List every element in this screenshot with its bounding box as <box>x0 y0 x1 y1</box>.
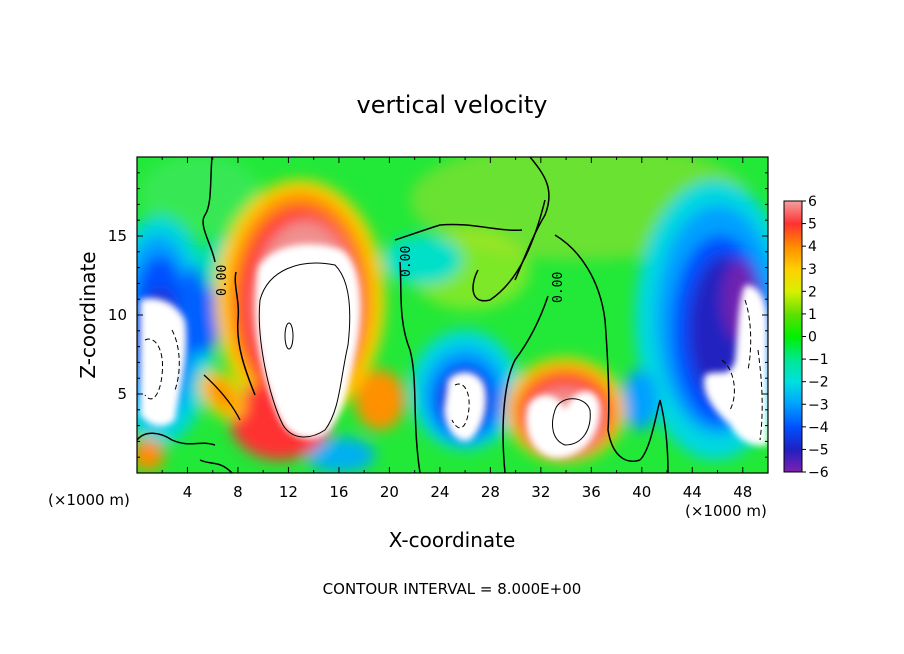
x-tick-label: 8 <box>233 483 243 501</box>
y-tick-label: 15 <box>108 227 127 245</box>
x-tick-label: 16 <box>329 483 348 501</box>
y-axis-title: Z-coordinate <box>76 251 100 378</box>
colorbar: 6 5 4 3 2 1 0 −1 −2 −3 −4 −5 −6 <box>783 194 829 481</box>
colorbar-segment <box>784 381 802 405</box>
y-tick-label: 10 <box>108 306 127 324</box>
colorbar-segment <box>784 359 802 383</box>
x-tick-label: 4 <box>183 483 193 501</box>
x-tick-label: 20 <box>380 483 399 501</box>
colorbar-segment <box>784 449 802 473</box>
x-unit-left: (×1000 m) <box>48 491 130 509</box>
contour-label: 0.00 <box>551 272 566 303</box>
x-tick-label: 36 <box>582 483 601 501</box>
x-unit-right: (×1000 m) <box>685 502 767 520</box>
y-axis: 5 10 15 <box>108 172 768 458</box>
colorbar-label: −2 <box>808 375 829 391</box>
colorbar-label: 4 <box>808 239 817 255</box>
colorbar-label: −1 <box>808 352 829 368</box>
y-tick-label: 5 <box>117 385 127 403</box>
x-tick-label: 48 <box>733 483 752 501</box>
x-tick-label: 44 <box>683 483 702 501</box>
colorbar-label: 0 <box>808 330 817 346</box>
colorbar-label: −4 <box>808 420 829 436</box>
colorbar-label: 6 <box>808 194 817 210</box>
colorbar-label: 1 <box>808 307 817 323</box>
colorbar-segment <box>784 336 802 360</box>
x-tick-label: 12 <box>279 483 298 501</box>
colorbar-segment <box>784 426 802 450</box>
x-axis-title: X-coordinate <box>389 528 516 552</box>
colorbar-label: 2 <box>808 284 817 300</box>
colorbar-segment <box>784 246 802 270</box>
colorbar-label: −3 <box>808 397 829 413</box>
colorbar-segment <box>784 313 802 337</box>
colorbar-label: −5 <box>808 442 829 458</box>
contour-interval-note: CONTOUR INTERVAL = 8.000E+00 <box>323 580 582 598</box>
contour-label: 0.00 <box>399 246 414 277</box>
chart-title: vertical velocity <box>357 91 548 119</box>
colorbar-segment <box>784 268 802 292</box>
contour-labels: 0.00 0.00 0.00 <box>215 246 566 303</box>
colorbar-segment <box>784 404 802 428</box>
heatmap-field <box>137 157 768 473</box>
colorbar-label: 5 <box>808 217 817 233</box>
x-axis: 4 8 12 16 20 24 28 32 36 40 44 48 <box>161 157 752 501</box>
x-tick-label: 28 <box>481 483 500 501</box>
contour-label: 0.00 <box>215 265 230 296</box>
colorbar-label: 3 <box>808 262 817 278</box>
x-tick-label: 40 <box>632 483 651 501</box>
x-tick-label: 32 <box>531 483 550 501</box>
x-tick-label: 24 <box>430 483 449 501</box>
contour-lines <box>137 157 763 473</box>
colorbar-label: −6 <box>808 465 829 481</box>
colorbar-segment <box>784 223 802 247</box>
colorbar-segment <box>784 201 802 225</box>
colorbar-segment <box>784 291 802 315</box>
